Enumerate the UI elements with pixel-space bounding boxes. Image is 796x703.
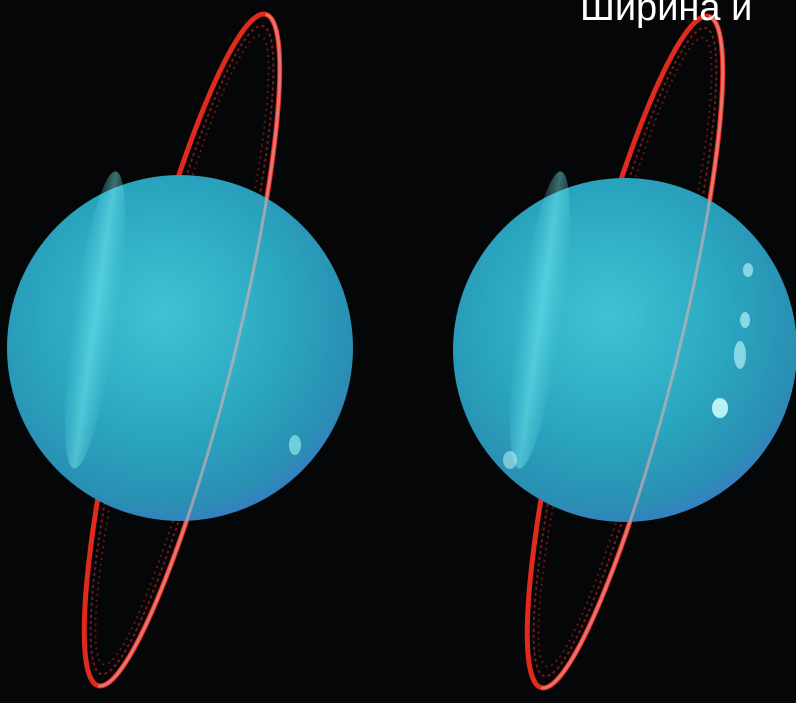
caption: Ширина и	[580, 0, 752, 29]
ring-front-left	[97, 12, 282, 688]
ring-front-right	[540, 14, 725, 690]
planet-right	[453, 13, 796, 691]
planet-disc	[7, 175, 353, 521]
cloud-band	[509, 171, 571, 469]
cloud-band	[64, 171, 126, 469]
planet-left	[7, 11, 353, 689]
cloud-spots	[503, 263, 753, 469]
cloud-spot	[289, 435, 301, 455]
